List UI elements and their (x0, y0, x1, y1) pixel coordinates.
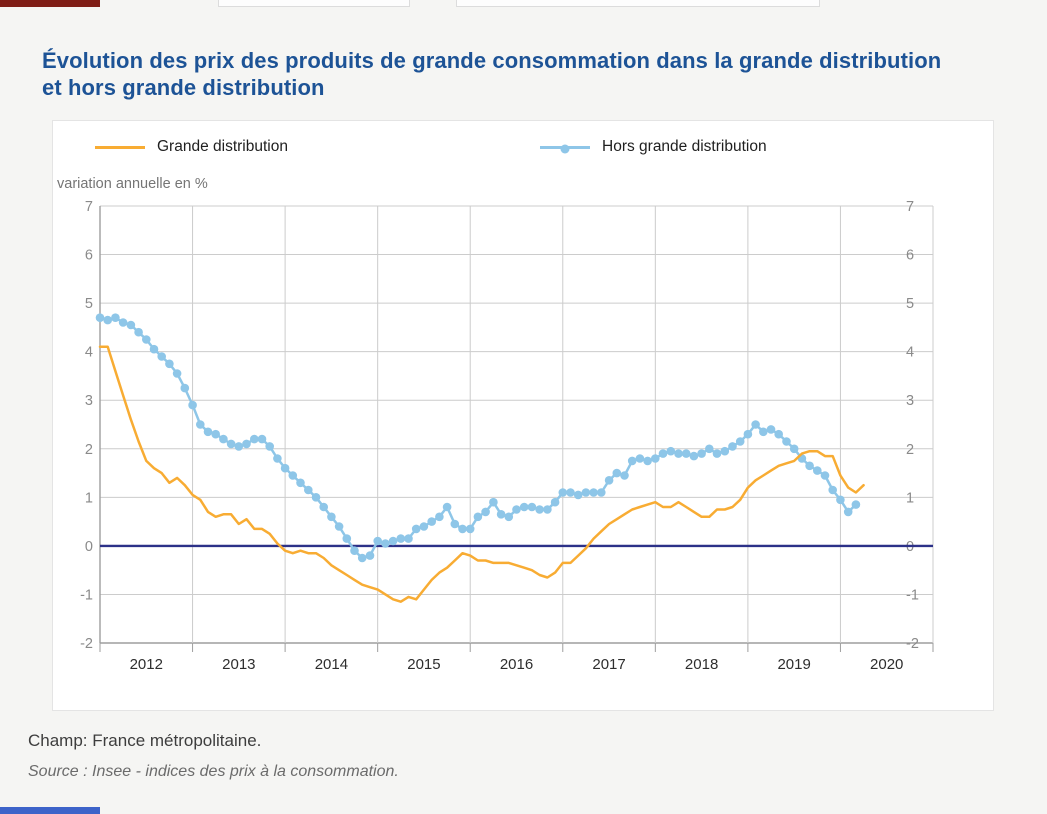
top-left-accent-bar (0, 0, 100, 7)
hors-grande-distribution-line-dot-swatch (540, 144, 590, 153)
page-title: Évolution des prix des produits de grand… (42, 48, 942, 100)
bottom-left-accent-bar (0, 807, 100, 814)
browser-tab-remnant-1 (218, 0, 410, 7)
legend-item-hors-grande-distribution: Hors grande distribution (540, 136, 767, 158)
browser-tab-remnant-2 (456, 0, 820, 7)
legend-item-grande-distribution: Grande distribution (95, 136, 288, 158)
chart-card (52, 120, 994, 711)
grande-distribution-line-swatch (95, 145, 145, 149)
legend-label-hors-grande-distribution: Hors grande distribution (602, 138, 767, 155)
footer-champ-note: Champ: France métropolitaine. (28, 731, 262, 750)
y-axis-unit-label: variation annuelle en % (57, 176, 208, 192)
legend-label-grande-distribution: Grande distribution (157, 138, 288, 155)
legend-dot-icon (560, 144, 570, 153)
footer-source-note: Source : Insee - indices des prix à la c… (28, 763, 399, 780)
